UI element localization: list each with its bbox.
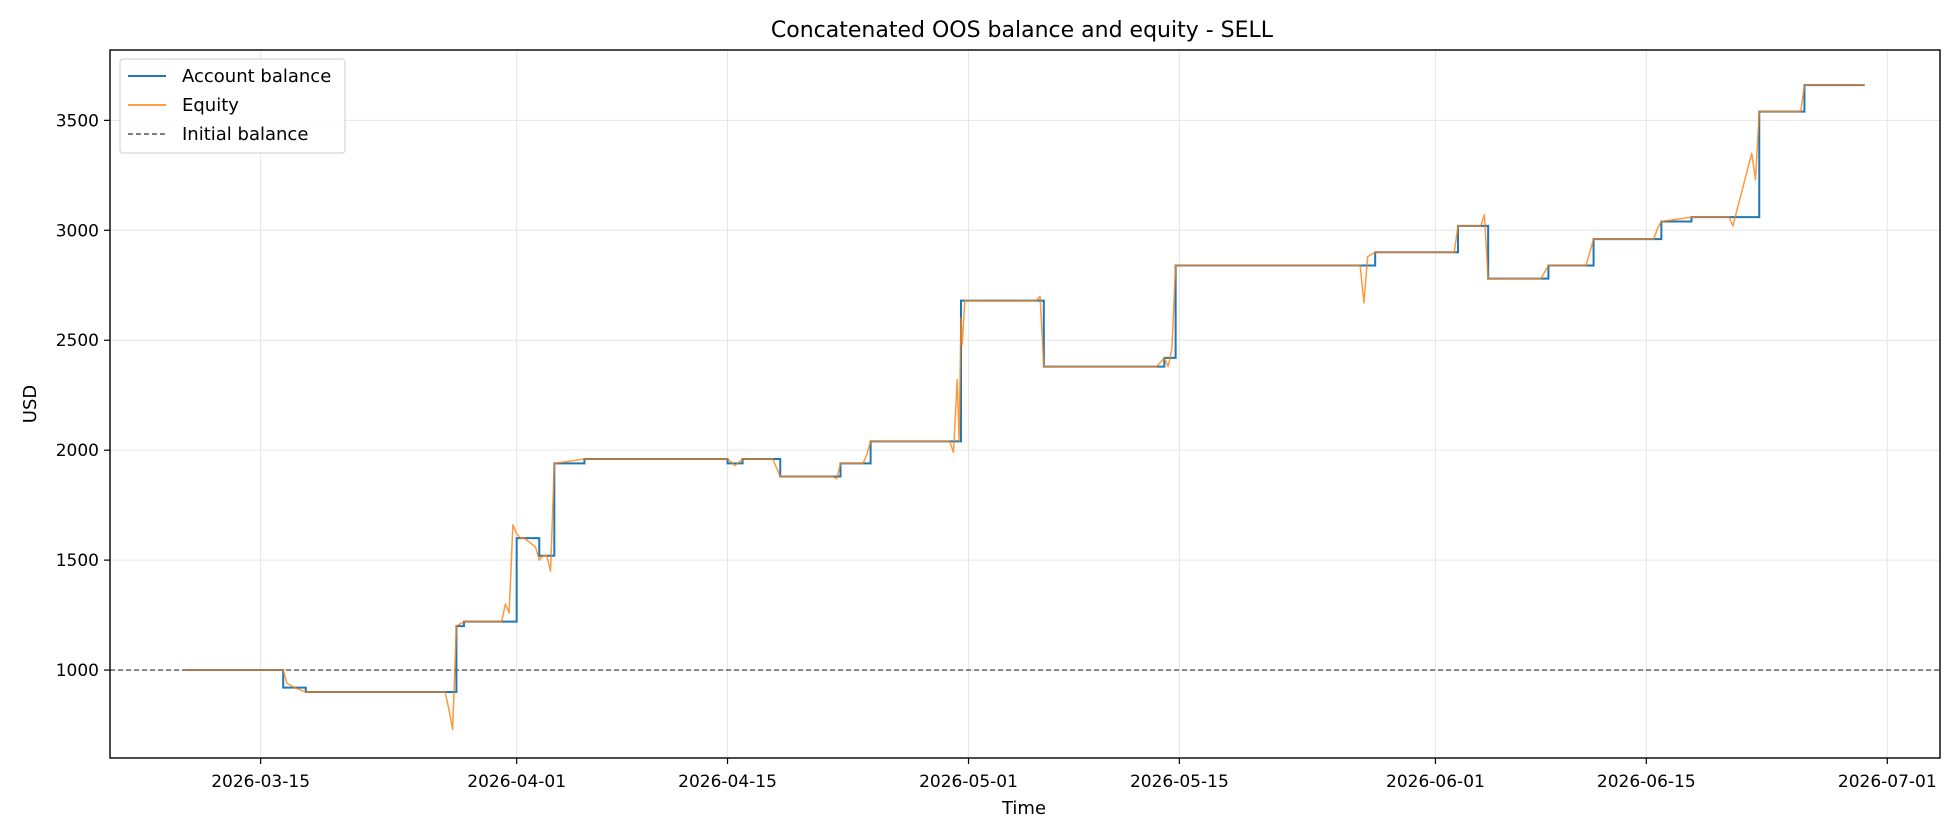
x-tick-label: 2026-06-01 bbox=[1386, 772, 1485, 792]
legend-box bbox=[119, 58, 346, 154]
chart-title: Concatenated OOS balance and equity - SE… bbox=[771, 18, 1274, 43]
y-axis-label: USD bbox=[20, 385, 41, 423]
series-layer bbox=[110, 84, 1940, 731]
x-tick-label: 2026-06-15 bbox=[1597, 772, 1696, 792]
legend-label-initial-balance: Initial balance bbox=[182, 124, 308, 145]
grid bbox=[110, 50, 1940, 758]
plot-frame bbox=[109, 49, 1941, 759]
y-tick-label: 1000 bbox=[56, 661, 99, 681]
x-axis-label: Time bbox=[1001, 798, 1046, 819]
y-tick-label: 2000 bbox=[56, 441, 99, 461]
x-tick-label: 2026-05-01 bbox=[919, 772, 1018, 792]
account-balance-line bbox=[185, 84, 1865, 694]
x-tick-label: 2026-05-15 bbox=[1130, 772, 1229, 792]
equity-line bbox=[185, 84, 1865, 731]
x-tick-label: 2026-04-01 bbox=[467, 772, 566, 792]
legend: Account balance Equity Initial balance bbox=[119, 58, 346, 154]
x-tick-label: 2026-03-15 bbox=[211, 772, 310, 792]
y-axis: 1000 1500 2000 2500 3000 3500 bbox=[56, 111, 110, 681]
y-tick-label: 3000 bbox=[56, 221, 99, 241]
x-tick-label: 2026-07-01 bbox=[1838, 772, 1937, 792]
x-tick-label: 2026-04-15 bbox=[678, 772, 777, 792]
y-tick-label: 1500 bbox=[56, 551, 99, 571]
legend-label-equity: Equity bbox=[182, 95, 239, 116]
y-tick-label: 2500 bbox=[56, 331, 99, 351]
x-axis: 2026-03-15 2026-04-01 2026-04-15 2026-05-01… bbox=[211, 758, 1937, 792]
legend-label-account-balance: Account balance bbox=[182, 66, 331, 87]
y-tick-label: 3500 bbox=[56, 111, 99, 131]
